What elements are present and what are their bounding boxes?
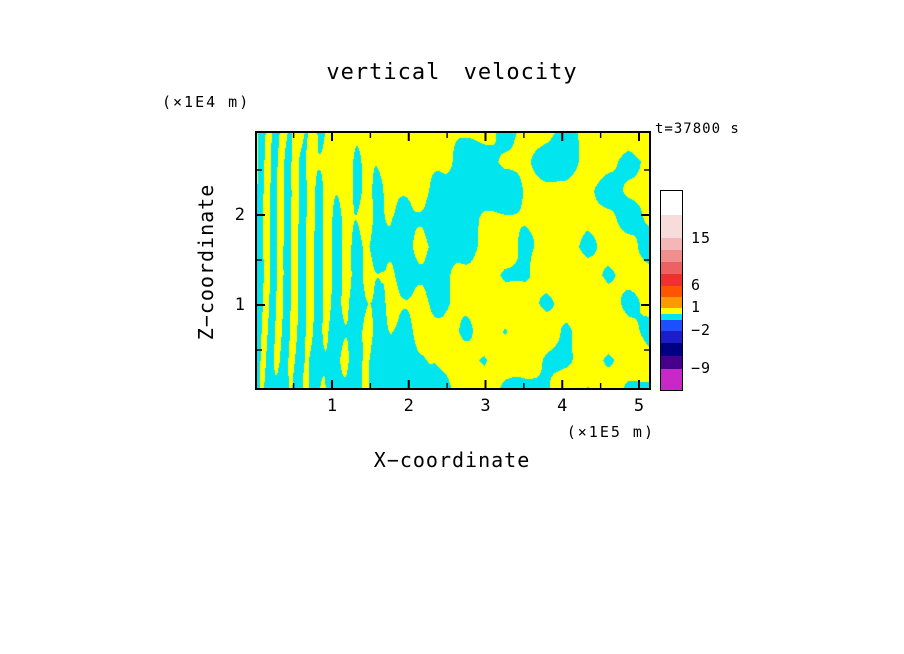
colorbar-segment bbox=[661, 215, 682, 238]
colorbar bbox=[660, 190, 683, 391]
colorbar-segment bbox=[661, 297, 682, 308]
colorbar-segment bbox=[661, 331, 682, 343]
colorbar-tick-label: −9 bbox=[691, 359, 712, 377]
y-tick-label: 2 bbox=[234, 205, 245, 225]
colorbar-segment bbox=[661, 369, 682, 390]
y-tick-label: 1 bbox=[234, 295, 245, 315]
y-axis-units-label: (×1E4 m) bbox=[162, 93, 251, 111]
colorbar-tick-label: 6 bbox=[691, 276, 702, 294]
time-annotation: t=37800 s bbox=[655, 121, 740, 137]
x-tick-label: 5 bbox=[633, 396, 645, 416]
colorbar-segment bbox=[661, 238, 682, 250]
x-axis-label: X−coordinate bbox=[373, 448, 531, 472]
axis-ticks bbox=[257, 133, 649, 388]
chart-title: vertical velocity bbox=[326, 60, 578, 85]
x-tick-label: 1 bbox=[326, 396, 338, 416]
colorbar-tick-label: 15 bbox=[691, 229, 712, 247]
colorbar-segment bbox=[661, 274, 682, 286]
colorbar-segment bbox=[661, 250, 682, 262]
colorbar-segment bbox=[661, 191, 682, 215]
colorbar-segment bbox=[661, 314, 682, 320]
x-tick-label: 3 bbox=[480, 396, 491, 416]
heatmap-field bbox=[257, 133, 649, 388]
colorbar-segment bbox=[661, 356, 682, 369]
colorbar-segment bbox=[661, 262, 682, 274]
x-tick-label: 4 bbox=[557, 396, 568, 416]
plot-area bbox=[255, 131, 651, 390]
colorbar-segment bbox=[661, 320, 682, 331]
colorbar-tick-label: −2 bbox=[691, 321, 712, 339]
colorbar-segment bbox=[661, 308, 682, 314]
colorbar-segment bbox=[661, 286, 682, 297]
colorbar-tick-label: 1 bbox=[691, 298, 702, 316]
x-axis-units-label: (×1E5 m) bbox=[566, 423, 655, 441]
colorbar-segment bbox=[661, 343, 682, 356]
x-tick-label: 2 bbox=[403, 396, 414, 416]
